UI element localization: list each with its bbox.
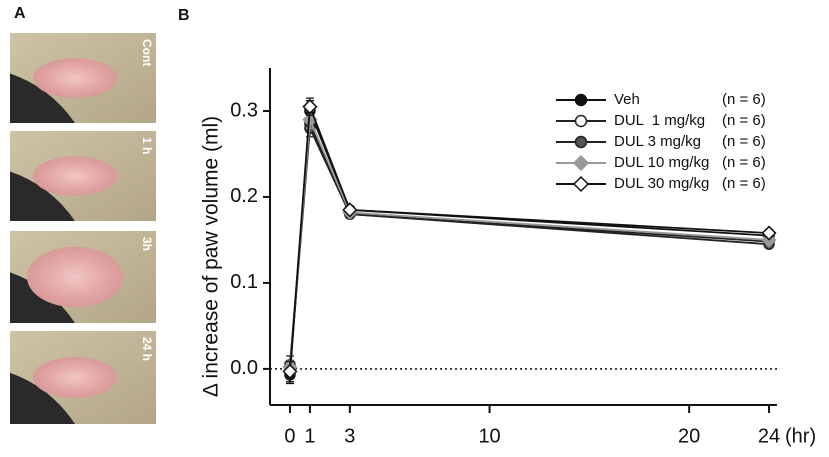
photo: 24 h <box>10 331 156 424</box>
legend-symbol <box>574 93 588 107</box>
y-tick-label: 0.1 <box>230 271 258 293</box>
photo: 1 h <box>10 131 156 221</box>
x-axis-label: (hr) <box>785 425 816 447</box>
y-tick-label: 0.2 <box>230 185 258 207</box>
photo-label: Cont <box>140 39 154 66</box>
marker <box>342 202 358 218</box>
y-tick-label: 0.0 <box>230 357 258 379</box>
legend-label: DUL 3 mg/kg <box>614 133 701 150</box>
x-tick-label: 3 <box>344 425 355 447</box>
legend-n: (n = 6) <box>722 91 766 108</box>
paw <box>27 246 123 308</box>
line <box>289 106 770 372</box>
marker <box>282 363 298 380</box>
panel-label: B <box>178 7 190 24</box>
legend-symbol <box>572 154 590 172</box>
legend-n: (n = 6) <box>722 133 766 150</box>
marker <box>302 99 318 115</box>
y-tick-label: 0.3 <box>230 99 258 121</box>
x-tick-label: 1 <box>304 425 315 447</box>
legend-marker <box>572 154 590 172</box>
y-axis-label: Δ increase of paw volume (ml) <box>200 116 223 397</box>
photo: 3h <box>10 231 156 323</box>
photo-label: 1 h <box>140 137 154 154</box>
legend-n: (n = 6) <box>722 112 766 129</box>
legend-marker <box>574 93 588 107</box>
paw <box>33 156 117 196</box>
legend-n: (n = 6) <box>722 175 766 192</box>
legend-label: Veh <box>614 91 640 108</box>
paw <box>33 357 117 398</box>
x-tick-label: 20 <box>678 425 700 447</box>
series <box>282 97 777 383</box>
photo-label: 24 h <box>140 337 154 361</box>
legend-label: DUL 30 mg/kg <box>614 175 709 192</box>
fur <box>10 73 75 123</box>
paw <box>33 58 117 98</box>
legend-symbol <box>572 175 590 193</box>
legend-label: DUL 1 mg/kg <box>614 112 705 129</box>
legend-label: DUL 10 mg/kg <box>614 154 709 171</box>
panel-label: A <box>14 5 26 22</box>
marker <box>761 225 777 241</box>
photo: Cont <box>10 33 156 123</box>
fur <box>10 171 75 221</box>
x-tick-label: 24 <box>758 425 780 447</box>
legend-marker <box>572 175 590 193</box>
legend-n: (n = 6) <box>722 154 766 171</box>
legend-marker <box>574 135 588 149</box>
legend-marker <box>574 114 588 128</box>
legend-symbol <box>574 135 588 149</box>
legend-symbol <box>574 114 588 128</box>
line <box>289 110 770 375</box>
x-tick-label: 10 <box>478 425 500 447</box>
fur <box>10 372 75 424</box>
series <box>282 110 777 375</box>
x-tick-label: 0 <box>284 425 295 447</box>
photo-label: 3h <box>140 237 154 251</box>
